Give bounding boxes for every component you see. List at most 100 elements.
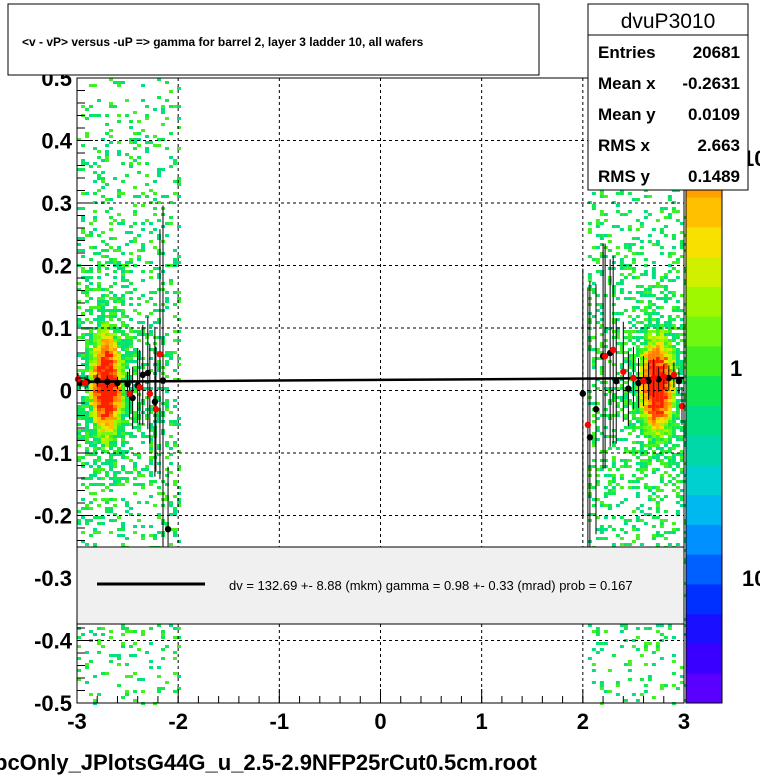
heatmap-cell-1 (655, 369, 660, 372)
heatmap-cell-0 (121, 357, 125, 360)
heatmap-cell-0 (89, 372, 93, 375)
heatmap-cell-1 (595, 627, 600, 630)
heatmap-cell-0 (89, 492, 93, 495)
heatmap-cell-1 (611, 267, 616, 270)
heatmap-cell-0 (117, 351, 121, 354)
heatmap-cell-1 (631, 414, 636, 417)
heatmap-cell-1 (651, 429, 656, 432)
heatmap-cell-0 (157, 201, 161, 204)
heatmap-cell-1 (643, 264, 648, 267)
heatmap-cell-0 (145, 333, 149, 336)
heatmap-cell-1 (635, 495, 640, 498)
heatmap-cell-0 (125, 693, 129, 696)
heatmap-cell-0 (177, 117, 181, 120)
heatmap-cell-0 (81, 144, 85, 147)
heatmap-cell-1 (611, 465, 616, 468)
heatmap-cell-0 (157, 624, 161, 627)
heatmap-cell-1 (647, 363, 652, 366)
heatmap-cell-0 (89, 312, 93, 315)
heatmap-cell-0 (169, 264, 173, 267)
heatmap-cell-1 (599, 369, 604, 372)
heatmap-cell-0 (121, 645, 125, 648)
heatmap-cell-0 (101, 633, 105, 636)
heatmap-cell-0 (93, 528, 97, 531)
heatmap-cell-0 (101, 372, 105, 375)
heatmap-cell-1 (671, 354, 676, 357)
heatmap-cell-1 (611, 441, 616, 444)
heatmap-cell-0 (165, 441, 169, 444)
heatmap-cell-1 (667, 411, 672, 414)
heatmap-cell-0 (97, 342, 101, 345)
heatmap-cell-0 (109, 444, 113, 447)
heatmap-cell-0 (77, 432, 81, 435)
heatmap-cell-1 (627, 225, 632, 228)
heatmap-cell-0 (165, 297, 169, 300)
heatmap-cell-1 (667, 366, 672, 369)
heatmap-cell-0 (117, 84, 121, 87)
heatmap-cell-0 (141, 228, 145, 231)
heatmap-cell-0 (141, 84, 145, 87)
heatmap-cell-0 (145, 651, 149, 654)
heatmap-cell-1 (591, 513, 596, 516)
heatmap-cell-1 (623, 498, 628, 501)
heatmap-cell-1 (663, 519, 668, 522)
profile-red-point (650, 374, 657, 382)
heatmap-cell-0 (109, 378, 113, 381)
heatmap-cell-0 (85, 288, 89, 291)
heatmap-cell-0 (97, 408, 101, 411)
heatmap-cell-1 (607, 447, 612, 450)
heatmap-cell-1 (655, 381, 660, 384)
heatmap-cell-1 (615, 336, 620, 339)
heatmap-cell-0 (101, 363, 105, 366)
heatmap-cell-0 (85, 366, 89, 369)
heatmap-cell-0 (157, 396, 161, 399)
heatmap-cell-0 (89, 267, 93, 270)
heatmap-cell-0 (121, 81, 125, 84)
heatmap-cell-1 (599, 642, 604, 645)
heatmap-cell-0 (129, 405, 133, 408)
heatmap-cell-0 (177, 126, 181, 129)
heatmap-cell-1 (639, 375, 644, 378)
heatmap-cell-0 (137, 312, 141, 315)
heatmap-cell-0 (89, 384, 93, 387)
heatmap-cell-1 (651, 426, 656, 429)
heatmap-cell-0 (93, 468, 97, 471)
heatmap-cell-0 (125, 378, 129, 381)
heatmap-cell-1 (675, 393, 680, 396)
x-tick-label: 3 (678, 709, 690, 734)
y-tick-label: -0.4 (34, 629, 73, 654)
heatmap-cell-1 (643, 462, 648, 465)
heatmap-cell-0 (133, 237, 137, 240)
heatmap-cell-1 (639, 678, 644, 681)
heatmap-cell-0 (145, 315, 149, 318)
palette-swatch (686, 554, 722, 585)
heatmap-cell-0 (149, 474, 153, 477)
heatmap-cell-1 (671, 279, 676, 282)
heatmap-cell-1 (663, 345, 668, 348)
heatmap-cell-1 (659, 459, 664, 462)
heatmap-cell-1 (591, 282, 596, 285)
heatmap-cell-0 (173, 495, 177, 498)
heatmap-cell-0 (117, 414, 121, 417)
heatmap-cell-0 (165, 402, 169, 405)
heatmap-cell-1 (651, 651, 656, 654)
heatmap-cell-0 (93, 417, 97, 420)
heatmap-cell-0 (121, 465, 125, 468)
heatmap-cell-1 (667, 438, 672, 441)
heatmap-cell-0 (101, 315, 105, 318)
heatmap-cell-1 (635, 636, 640, 639)
heatmap-cell-0 (177, 297, 181, 300)
heatmap-cell-1 (635, 390, 640, 393)
heatmap-cell-0 (113, 384, 117, 387)
heatmap-cell-0 (93, 402, 97, 405)
heatmap-cell-1 (595, 474, 600, 477)
heatmap-cell-1 (623, 531, 628, 534)
heatmap-cell-1 (603, 234, 608, 237)
heatmap-cell-1 (647, 369, 652, 372)
heatmap-cell-0 (93, 423, 97, 426)
heatmap-cell-1 (635, 339, 640, 342)
heatmap-cell-1 (647, 678, 652, 681)
heatmap-cell-1 (671, 309, 676, 312)
heatmap-cell-0 (149, 483, 153, 486)
heatmap-cell-1 (615, 447, 620, 450)
